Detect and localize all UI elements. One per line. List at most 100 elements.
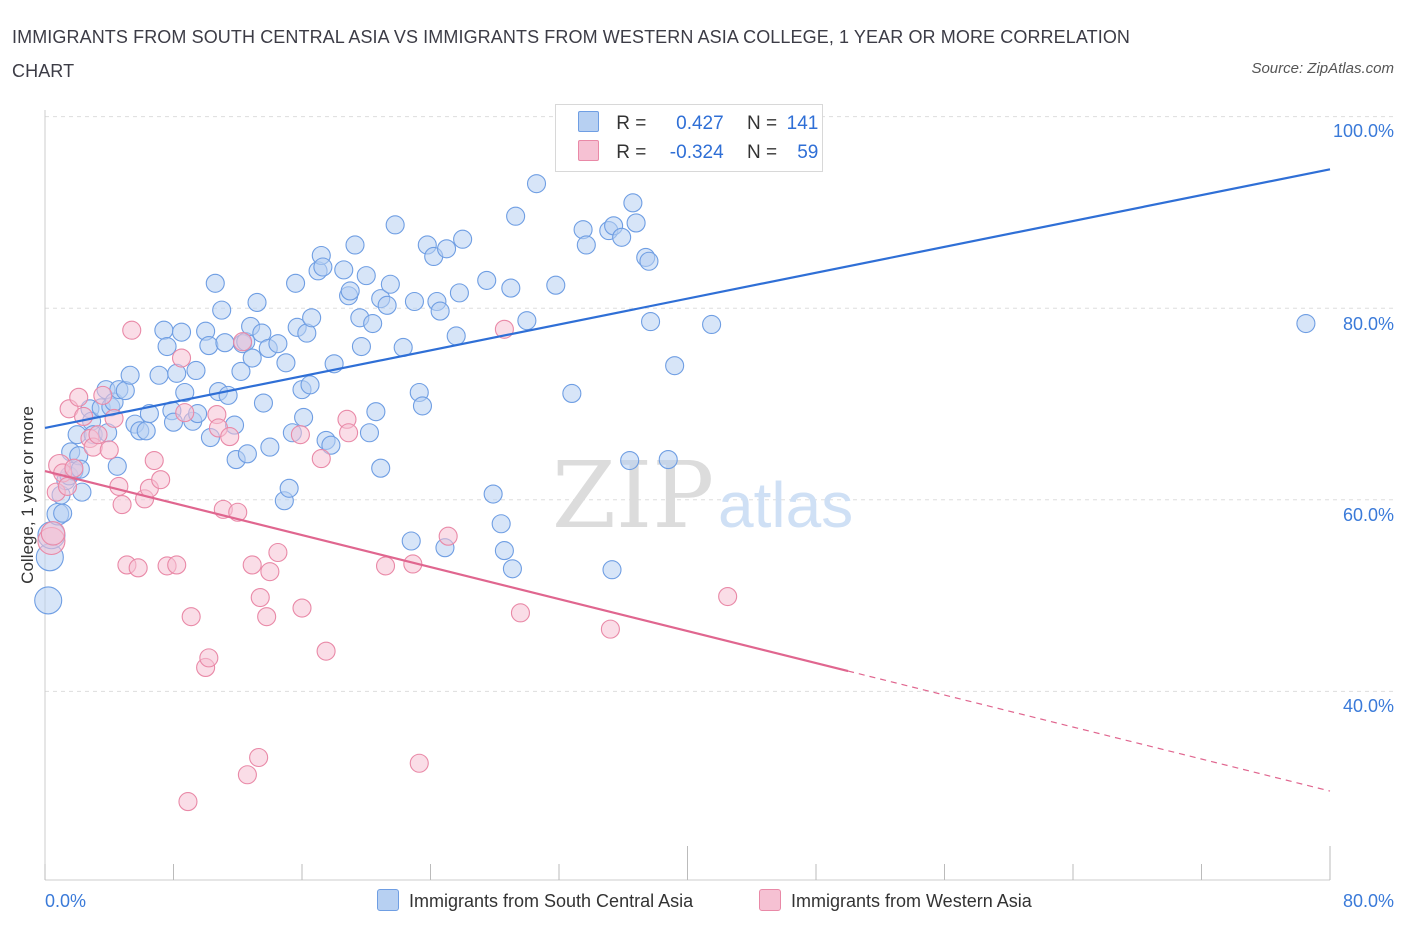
x-tick-label-min: 0.0% — [45, 891, 87, 911]
data-point — [215, 333, 235, 353]
data-point — [171, 322, 192, 342]
y-tick-label: 100.0% — [1332, 121, 1394, 141]
data-point — [175, 403, 195, 423]
data-point — [64, 458, 84, 478]
data-point — [412, 396, 433, 416]
data-point — [483, 484, 503, 504]
data-point — [268, 334, 288, 354]
r-label: R = — [616, 113, 647, 134]
data-point — [491, 514, 511, 534]
data-point — [257, 607, 277, 627]
data-point — [351, 336, 371, 357]
series-south-central-asia-points — [34, 174, 1316, 615]
trend-line-western-asia — [44, 469, 849, 673]
y-tick-label: 40.0% — [1342, 696, 1394, 716]
data-point — [290, 425, 310, 445]
data-point — [380, 274, 400, 294]
source-label: Source: ZipAtlas.com — [1251, 60, 1394, 77]
data-point — [122, 320, 142, 340]
data-point — [302, 308, 322, 328]
data-point — [401, 531, 421, 551]
trend-lines — [44, 168, 1331, 792]
stats-row-western-asia: R = -0.324 N = 59 — [578, 139, 818, 167]
data-point — [620, 450, 640, 471]
data-point — [228, 502, 248, 522]
data-point — [639, 251, 659, 271]
data-point — [260, 437, 280, 457]
data-point — [623, 193, 643, 213]
data-point — [366, 402, 386, 422]
data-point — [99, 440, 119, 460]
data-point — [74, 406, 94, 427]
data-point — [53, 503, 73, 523]
data-point — [359, 423, 380, 443]
r-label: R = — [616, 142, 647, 163]
stats-legend: R = 0.427 N = 141 R = -0.324 N = 59 — [555, 104, 823, 172]
legend-item-south-central-asia[interactable]: Immigrants from South Central Asia — [377, 889, 693, 912]
y-tick-label: 60.0% — [1342, 505, 1394, 525]
data-point — [477, 270, 497, 290]
data-point — [356, 266, 376, 286]
legend-item-western-asia[interactable]: Immigrants from Western Asia — [759, 889, 1032, 912]
data-point — [69, 387, 89, 407]
data-point — [506, 206, 526, 226]
n-label: N = — [746, 142, 778, 163]
data-point — [260, 562, 280, 582]
data-point — [334, 260, 354, 280]
data-point — [151, 470, 171, 490]
data-point — [139, 404, 159, 424]
data-point — [1296, 313, 1316, 334]
trend-line-south-central-asia — [44, 168, 1331, 430]
data-point — [576, 235, 596, 255]
data-point — [253, 393, 274, 413]
data-point — [205, 273, 225, 293]
data-point — [57, 476, 78, 496]
data-point — [112, 495, 132, 515]
chart-title: IMMIGRANTS FROM SOUTH CENTRAL ASIA VS IM… — [12, 27, 1131, 81]
r-value: -0.324 — [669, 142, 724, 163]
data-point — [175, 382, 195, 403]
data-point — [249, 747, 269, 768]
series-western-asia-points — [37, 319, 738, 812]
data-point — [340, 281, 360, 301]
data-point — [371, 458, 391, 478]
data-point — [494, 541, 514, 561]
data-point — [220, 427, 240, 447]
data-point — [144, 450, 164, 471]
data-point — [339, 423, 359, 443]
data-point — [375, 556, 396, 576]
data-point — [377, 295, 397, 315]
data-point — [311, 449, 331, 469]
data-point — [88, 425, 108, 445]
data-point — [453, 229, 473, 249]
axes — [44, 110, 1331, 881]
data-point — [526, 174, 547, 194]
data-point — [702, 314, 722, 335]
data-point — [292, 598, 312, 618]
n-value: 59 — [797, 142, 819, 163]
data-point — [313, 257, 333, 277]
data-point — [517, 311, 537, 331]
data-point — [247, 292, 267, 313]
data-point — [157, 336, 177, 357]
data-point — [128, 558, 148, 578]
data-point — [199, 648, 219, 668]
data-point — [276, 353, 296, 373]
data-point — [510, 603, 531, 623]
data-point — [294, 407, 314, 427]
y-tick-label: 80.0% — [1342, 314, 1394, 334]
data-point — [600, 619, 620, 639]
data-point — [34, 586, 63, 615]
n-value: 141 — [786, 113, 819, 134]
data-point — [250, 587, 270, 608]
data-point — [658, 450, 678, 470]
data-point — [612, 227, 632, 247]
data-point — [665, 356, 685, 376]
data-point — [178, 792, 198, 812]
data-point — [212, 300, 232, 320]
n-label: N = — [746, 113, 778, 134]
data-point — [199, 336, 219, 356]
r-value: 0.427 — [676, 113, 724, 134]
data-point — [502, 559, 522, 579]
data-point — [546, 275, 566, 295]
